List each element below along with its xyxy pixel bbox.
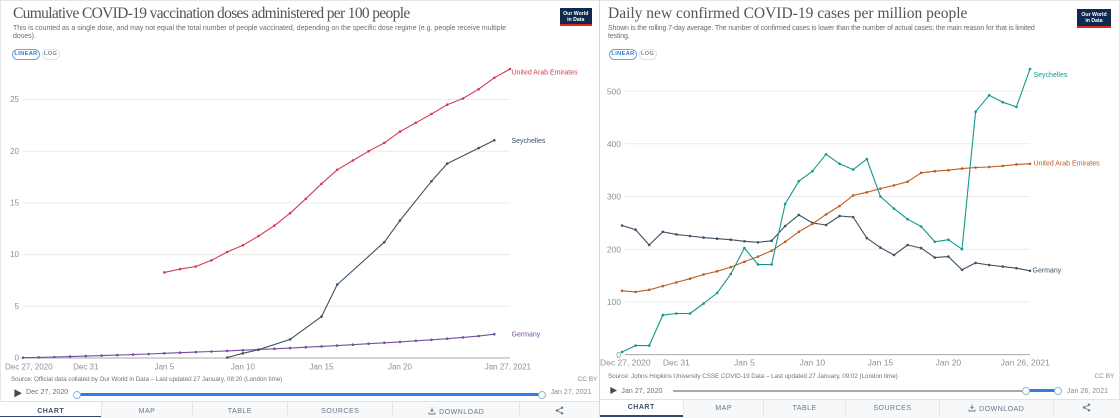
svg-text:400: 400 (607, 139, 621, 149)
svg-text:500: 500 (607, 86, 621, 96)
svg-text:0: 0 (15, 354, 20, 363)
svg-text:Jan 5: Jan 5 (155, 363, 175, 372)
svg-text:Jan 27, 2021: Jan 27, 2021 (485, 363, 532, 372)
svg-text:United Arab Emirates: United Arab Emirates (512, 70, 579, 77)
svg-text:200: 200 (607, 244, 621, 254)
svg-text:15: 15 (10, 199, 19, 208)
svg-text:Dec 31: Dec 31 (73, 363, 99, 372)
svg-text:Jan 10: Jan 10 (800, 357, 826, 367)
svg-text:Dec 27, 2020: Dec 27, 2020 (600, 357, 651, 367)
svg-text:Jan 10: Jan 10 (231, 363, 256, 372)
svg-text:300: 300 (607, 192, 621, 202)
svg-text:5: 5 (15, 302, 20, 311)
svg-text:10: 10 (10, 250, 19, 259)
svg-text:United Arab Emirates: United Arab Emirates (1034, 161, 1101, 168)
svg-text:Seychelles: Seychelles (512, 138, 546, 145)
svg-text:Jan 15: Jan 15 (309, 363, 334, 372)
svg-text:Jan 15: Jan 15 (868, 357, 894, 367)
svg-text:Jan 26, 2021: Jan 26, 2021 (1001, 357, 1050, 367)
svg-text:Germany: Germany (512, 332, 541, 339)
svg-text:Jan 5: Jan 5 (734, 357, 755, 367)
svg-text:25: 25 (10, 95, 19, 104)
svg-text:Germany: Germany (1033, 268, 1062, 275)
svg-text:Dec 27, 2020: Dec 27, 2020 (5, 363, 53, 372)
svg-text:0: 0 (616, 350, 621, 360)
svg-text:Jan 20: Jan 20 (936, 357, 962, 367)
svg-text:Jan 20: Jan 20 (388, 363, 413, 372)
svg-text:Dec 31: Dec 31 (663, 357, 690, 367)
svg-text:100: 100 (607, 297, 621, 307)
svg-text:20: 20 (10, 147, 19, 156)
svg-text:Seychelles: Seychelles (1034, 72, 1068, 79)
